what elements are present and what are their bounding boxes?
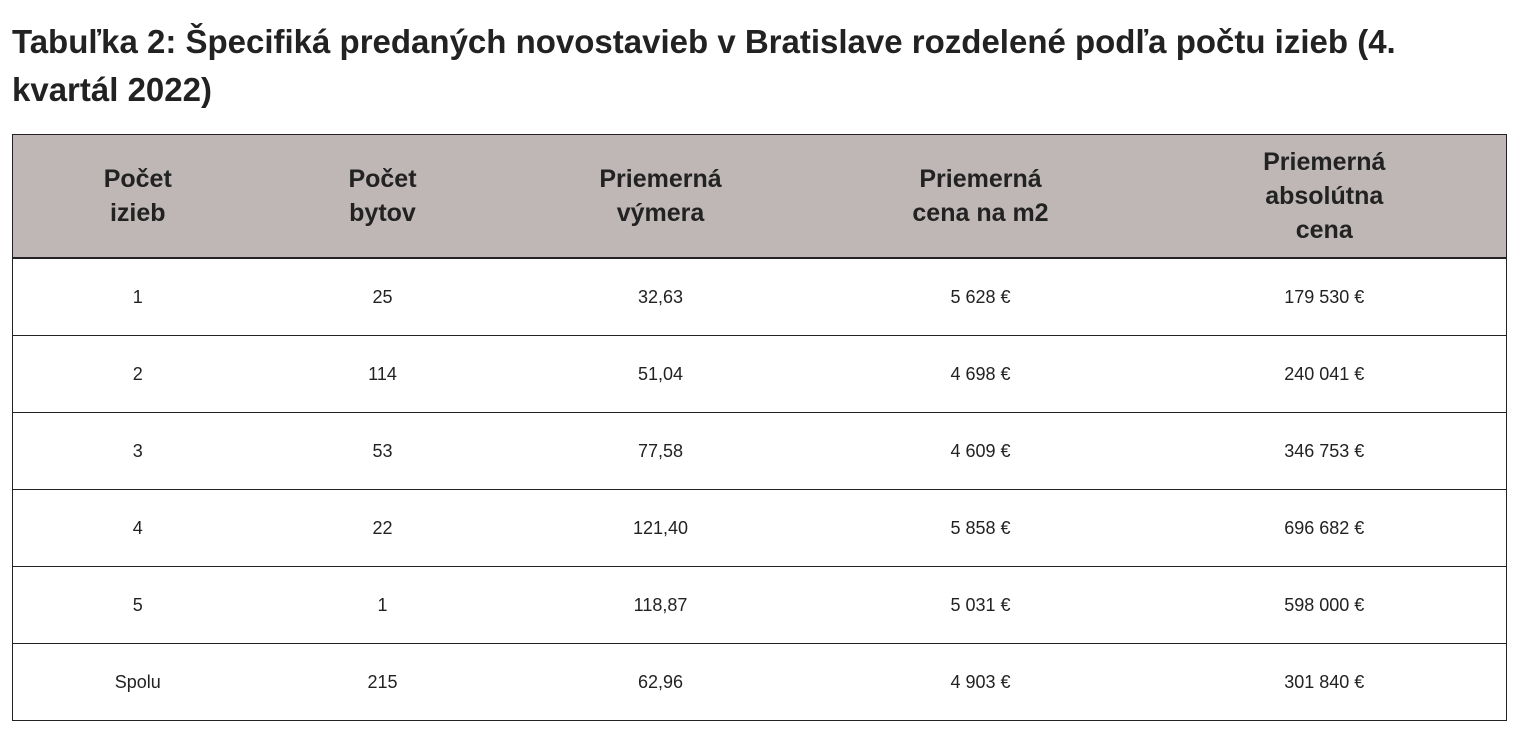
header-priemerna-cena-m2: Priemerná cena na m2: [818, 134, 1143, 259]
cell-priemerna-absolutna-cena: 301 840 €: [1142, 643, 1507, 721]
table-row: 2 114 51,04 4 698 € 240 041 €: [12, 335, 1507, 413]
page-title: Tabuľka 2: Špecifiká predaných novostavi…: [12, 23, 1396, 108]
cell-pocet-bytov: 25: [262, 257, 503, 336]
cell-priemerna-cena-m2: 4 698 €: [818, 335, 1143, 413]
cell-priemerna-cena-m2: 5 858 €: [818, 489, 1143, 567]
table-body: 1 25 32,63 5 628 € 179 530 € 2 114 51,04…: [12, 257, 1507, 721]
table-row-total: Spolu 215 62,96 4 903 € 301 840 €: [12, 643, 1507, 721]
cell-priemerna-absolutna-cena: 598 000 €: [1142, 566, 1507, 644]
header-pocet-bytov: Počet bytov: [262, 134, 503, 259]
header-priemerna-absolutna-cena: Priemerná absolútna cena: [1142, 134, 1507, 259]
header-pocet-izieb: Počet izieb: [12, 134, 263, 259]
cell-priemerna-absolutna-cena: 346 753 €: [1142, 412, 1507, 490]
cell-pocet-izieb: 4: [12, 489, 263, 567]
cell-priemerna-vymera: 32,63: [502, 257, 819, 336]
cell-priemerna-vymera: 62,96: [502, 643, 819, 721]
cell-priemerna-vymera: 121,40: [502, 489, 819, 567]
cell-priemerna-vymera: 51,04: [502, 335, 819, 413]
cell-pocet-izieb: 3: [12, 412, 263, 490]
cell-priemerna-cena-m2: 5 628 €: [818, 257, 1143, 336]
cell-pocet-bytov: 53: [262, 412, 503, 490]
cell-priemerna-cena-m2: 5 031 €: [818, 566, 1143, 644]
cell-priemerna-absolutna-cena: 240 041 €: [1142, 335, 1507, 413]
cell-priemerna-vymera: 77,58: [502, 412, 819, 490]
cell-pocet-izieb: Spolu: [12, 643, 263, 721]
cell-pocet-bytov: 114: [262, 335, 503, 413]
cell-pocet-bytov: 22: [262, 489, 503, 567]
cell-pocet-izieb: 5: [12, 566, 263, 644]
cell-pocet-izieb: 2: [12, 335, 263, 413]
table-header: Počet izieb Počet bytov Priemerná výmera…: [12, 134, 1507, 259]
cell-priemerna-cena-m2: 4 609 €: [818, 412, 1143, 490]
table-row: 3 53 77,58 4 609 € 346 753 €: [12, 412, 1507, 490]
header-row: Počet izieb Počet bytov Priemerná výmera…: [12, 134, 1507, 259]
header-priemerna-vymera: Priemerná výmera: [502, 134, 819, 259]
cell-priemerna-absolutna-cena: 696 682 €: [1142, 489, 1507, 567]
data-table: Počet izieb Počet bytov Priemerná výmera…: [12, 134, 1507, 721]
table-row: 5 1 118,87 5 031 € 598 000 €: [12, 566, 1507, 644]
table-row: 4 22 121,40 5 858 € 696 682 €: [12, 489, 1507, 567]
cell-pocet-izieb: 1: [12, 257, 263, 336]
cell-priemerna-cena-m2: 4 903 €: [818, 643, 1143, 721]
cell-pocet-bytov: 1: [262, 566, 503, 644]
cell-pocet-bytov: 215: [262, 643, 503, 721]
cell-priemerna-absolutna-cena: 179 530 €: [1142, 257, 1507, 336]
cell-priemerna-vymera: 118,87: [502, 566, 819, 644]
table-row: 1 25 32,63 5 628 € 179 530 €: [12, 257, 1507, 336]
